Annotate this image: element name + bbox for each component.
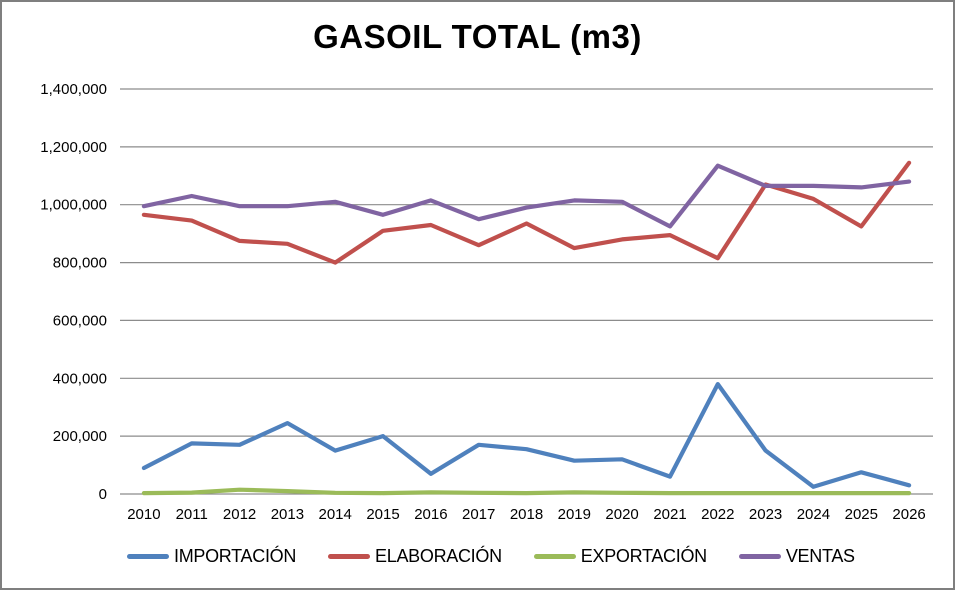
x-axis-tick-label: 2021 bbox=[653, 506, 686, 523]
y-axis-tick-label: 200,000 bbox=[53, 428, 107, 445]
y-axis-tick-label: 1,200,000 bbox=[40, 139, 107, 156]
y-axis-tick-label: 1,400,000 bbox=[40, 81, 107, 98]
x-axis-tick-label: 2020 bbox=[605, 506, 638, 523]
legend-line-swatch bbox=[738, 553, 781, 559]
x-axis-tick-label: 2013 bbox=[271, 506, 304, 523]
legend-label: VENTAS bbox=[785, 545, 855, 566]
series-line-importacion bbox=[141, 382, 912, 489]
x-axis-tick-label: 2014 bbox=[319, 506, 352, 523]
x-axis-tick-label: 2012 bbox=[223, 506, 256, 523]
legend-label: IMPORTACIÓN bbox=[174, 545, 297, 566]
legend-label: EXPORTACIÓN bbox=[580, 545, 707, 566]
x-axis-tick-label: 2023 bbox=[749, 506, 782, 523]
legend-label: ELABORACIÓN bbox=[375, 545, 502, 566]
legend-item-elaboracion: ELABORACIÓN bbox=[328, 546, 502, 567]
legend-line-swatch bbox=[127, 553, 169, 559]
x-axis-tick-label: 2010 bbox=[127, 506, 160, 523]
series-line-elaboracion bbox=[141, 160, 912, 265]
legend-item-exportacion: EXPORTACIÓN bbox=[533, 545, 707, 567]
legend-item-importacion: IMPORTACIÓN bbox=[127, 546, 296, 567]
chart-title: GASOIL TOTAL (m3) bbox=[313, 18, 642, 55]
legend-line-swatch bbox=[328, 553, 371, 559]
x-axis-tick-label: 2019 bbox=[558, 506, 591, 523]
legend-line-swatch bbox=[533, 553, 576, 559]
x-axis-tick-label: 2018 bbox=[510, 506, 543, 523]
x-axis-tick-label: 2011 bbox=[176, 506, 208, 523]
x-axis-tick-label: 2022 bbox=[701, 506, 734, 523]
series-line-exportacion bbox=[141, 487, 912, 496]
chart-legend: IMPORTACIÓN ELABORACIÓN EXPORTACIÓN VENTAS bbox=[127, 543, 855, 569]
y-axis-tick-label: 0 bbox=[99, 486, 107, 503]
x-axis-tick-label: 2025 bbox=[845, 506, 878, 523]
y-axis-tick-label: 1,000,000 bbox=[40, 197, 107, 214]
legend-item-ventas: VENTAS bbox=[738, 545, 855, 567]
x-axis-tick-label: 2016 bbox=[414, 506, 447, 523]
x-axis-tick-label: 2026 bbox=[892, 506, 925, 523]
x-axis-tick-label: 2024 bbox=[797, 506, 830, 523]
x-axis-tick-label: 2015 bbox=[366, 506, 399, 523]
y-axis-tick-label: 400,000 bbox=[53, 370, 107, 387]
series-line-ventas bbox=[141, 163, 912, 229]
x-axis-tick-label: 2017 bbox=[462, 506, 495, 523]
y-axis-tick-label: 600,000 bbox=[53, 312, 107, 329]
y-axis-tick-label: 800,000 bbox=[53, 255, 107, 272]
